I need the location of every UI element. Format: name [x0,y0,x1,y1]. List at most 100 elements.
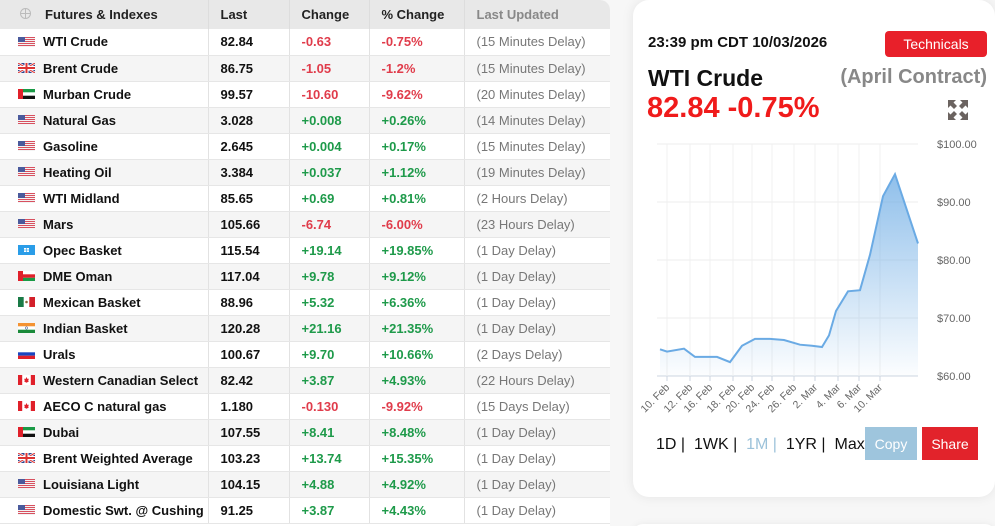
share-button[interactable]: Share [922,427,978,460]
change-value: +19.14 [289,237,370,264]
table-row[interactable]: Urals 100.67 +9.70 +10.66% (2 Days Delay) [0,341,610,368]
table-row[interactable]: Mexican Basket 88.96 +5.32 +6.36% (1 Day Del… [0,289,610,316]
flag-us-icon [18,479,35,490]
last-updated-value: (19 Minutes Delay) [464,159,610,186]
instrument-name[interactable]: Mexican Basket [0,289,209,316]
table-row[interactable]: Brent Weighted Average 103.23 +13.74 +15.35… [0,445,610,472]
table-header-row: Futures & Indexes Last Change % Change L… [0,0,610,29]
instrument-name[interactable]: Urals [0,341,209,368]
last-updated-value: (1 Day Delay) [464,497,610,524]
svg-text:$60.00: $60.00 [937,371,971,383]
instrument-name[interactable]: Brent Crude [0,55,209,82]
last-updated-value: (22 Hours Delay) [464,367,610,394]
table-row[interactable]: Western Canadian Select 82.42 +3.87 +4.93%(… [0,367,610,394]
table-row[interactable]: Brent Crude 86.75 -1.05 -1.2% (15 Minutes De… [0,55,610,82]
instrument-name[interactable]: Heating Oil [0,159,209,186]
table-row[interactable]: WTI Midland 85.65 +0.69 +0.81% (2 Hours Dela… [0,185,610,212]
technicals-button[interactable]: Technicals [885,31,987,57]
instrument-name[interactable]: Natural Gas [0,107,209,134]
table-row[interactable]: DME Oman 117.04 +9.78 +9.12% (1 Day Delay) [0,263,610,290]
range-separator: | [768,436,786,453]
globe-icon [20,8,31,20]
instrument-name[interactable]: Mars [0,211,209,238]
instrument-name[interactable]: Indian Basket [0,315,209,342]
table-row[interactable]: Gasoline 2.645 +0.004 +0.17% (15 Minutes Del… [0,133,610,160]
last-price: 115.54 [208,237,290,264]
table-row[interactable]: Louisiana Light 104.15 +4.88 +4.92% (1 Day D… [0,471,610,498]
change-value: -0.130 [289,393,370,420]
change-value: -1.05 [289,55,370,82]
pct-change-value: +0.17% [369,133,465,160]
instrument-name[interactable]: Brent Weighted Average [0,445,209,472]
last-updated-value: (1 Day Delay) [464,289,610,316]
last-price: 105.66 [208,211,290,238]
range-1m[interactable]: 1M [746,436,769,453]
range-max[interactable]: Max [834,436,865,453]
next-panel [633,524,995,526]
pct-change-value: +8.48% [369,419,465,446]
last-updated-value: (1 Day Delay) [464,237,610,264]
instrument-name[interactable]: Murban Crude [0,81,209,108]
last-price: 82.42 [208,367,290,394]
table-row[interactable]: Domestic Swt. @ Cushing 91.25 +3.87 +4.43%(… [0,497,610,524]
pct-change-value: -6.00% [369,211,465,238]
table-row[interactable]: AECO C natural gas 1.180 -0.130 -9.92% (15 D… [0,393,610,420]
instrument-name[interactable]: Dubai [0,419,209,446]
chart-line [659,171,919,364]
table-row[interactable]: Mars 105.66 -6.74 -6.00% (23 Hours Delay) [0,211,610,238]
range-1d[interactable]: 1D [656,436,677,453]
instrument-name[interactable]: Western Canadian Select [0,367,209,394]
header-change[interactable]: Change [289,0,370,29]
range-separator: | [816,436,835,453]
last-price: 2.645 [208,133,290,160]
table-row[interactable]: Opec Basket 115.54 +19.14 +19.85% (1 Day Del… [0,237,610,264]
table-row[interactable]: Dubai 107.55 +8.41 +8.48% (1 Day Delay) [0,419,610,446]
pct-change-value: +4.92% [369,471,465,498]
flag-ca-icon [18,401,35,412]
change-value: +3.87 [289,367,370,394]
copy-button[interactable]: Copy [865,427,917,460]
table-row[interactable]: Heating Oil 3.384 +0.037 +1.12% (19 Minutes … [0,159,610,186]
instrument-name[interactable]: Domestic Swt. @ Cushing [0,497,209,524]
expand-icon[interactable] [947,99,969,121]
pct-change-value: +6.36% [369,289,465,316]
last-price: 82.84 [208,29,290,56]
change-value: -6.74 [289,211,370,238]
instrument-name[interactable]: WTI Midland [0,185,209,212]
instrument-name[interactable]: DME Oman [0,263,209,290]
instrument-name[interactable]: Louisiana Light [0,471,209,498]
instrument-name[interactable]: Gasoline [0,133,209,160]
header-last[interactable]: Last [208,0,290,29]
pct-change-value: -9.92% [369,393,465,420]
range-1wk[interactable]: 1WK [693,436,729,453]
flag-mx-icon [18,297,35,308]
instrument-name[interactable]: WTI Crude [0,29,209,56]
table-row[interactable]: Natural Gas 3.028 +0.008 +0.26% (14 Minutes … [0,107,610,134]
change-value: +9.70 [289,341,370,368]
table-row[interactable]: Murban Crude 99.57 -10.60 -9.62% (20 Minutes… [0,81,610,108]
header-futures-indexes[interactable]: Futures & Indexes [0,0,209,29]
instrument-name[interactable]: Opec Basket [0,237,209,264]
futures-table: Futures & Indexes Last Change % Change L… [0,0,610,524]
range-1yr[interactable]: 1YR [785,436,817,453]
last-price: 3.384 [208,159,290,186]
last-price: 103.23 [208,445,290,472]
table-row[interactable]: WTI Crude 82.84 -0.63 -0.75% (15 Minutes Del… [0,29,610,56]
last-price: 107.55 [208,419,290,446]
flag-ru-icon [18,349,35,360]
last-price: 117.04 [208,263,290,290]
table-row[interactable]: Indian Basket 120.28 +21.16 +21.35% (1 Day D… [0,315,610,342]
pct-change-value: +4.93% [369,367,465,394]
flag-ca-icon [18,375,35,386]
header-pct-change[interactable]: % Change [369,0,465,29]
flag-ae-icon [18,427,35,438]
price-change: 82.84 -0.75% [647,92,820,124]
change-value: -0.63 [289,29,370,56]
pct-change-value: +0.81% [369,185,465,212]
pct-change-value: +0.26% [369,107,465,134]
range-separator: | [676,436,694,453]
chart-panel: 23:39 pm CDT 10/03/2026 Technicals WTI C… [633,0,995,497]
instrument-name[interactable]: AECO C natural gas [0,393,209,420]
